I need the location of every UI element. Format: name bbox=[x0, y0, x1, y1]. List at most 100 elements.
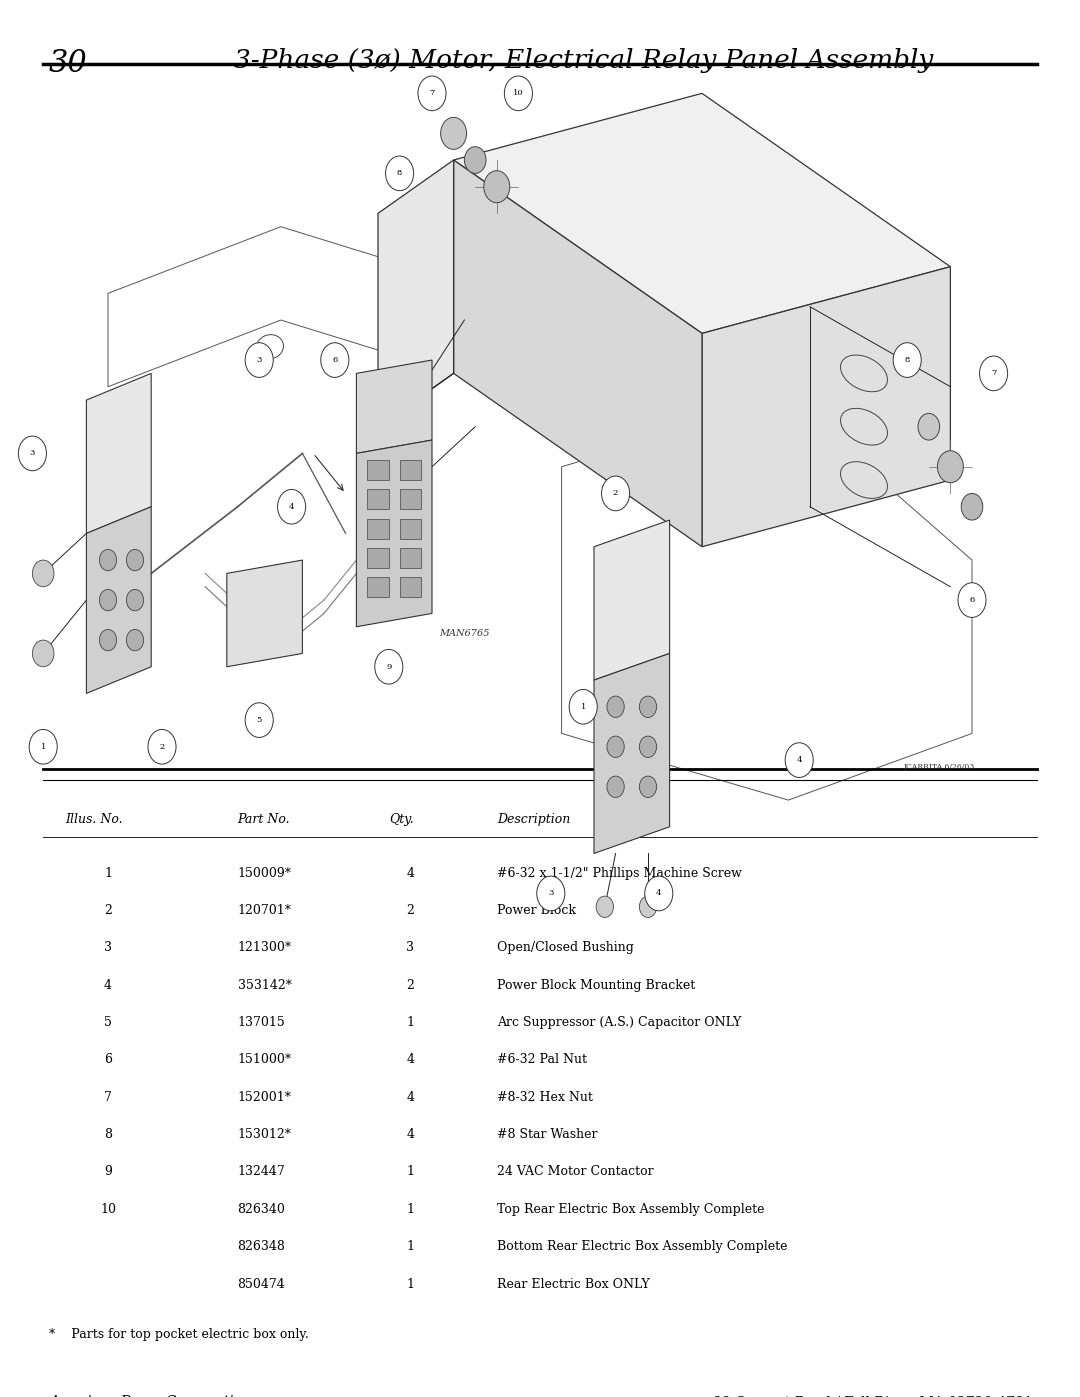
Text: 153012*: 153012* bbox=[238, 1129, 292, 1141]
Bar bbox=[400, 577, 421, 598]
Circle shape bbox=[441, 117, 467, 149]
Bar bbox=[400, 518, 421, 539]
Text: 8: 8 bbox=[905, 356, 909, 365]
Circle shape bbox=[602, 476, 630, 511]
Polygon shape bbox=[86, 507, 151, 693]
Text: 1: 1 bbox=[104, 866, 112, 880]
Text: 8: 8 bbox=[104, 1129, 112, 1141]
Text: 2: 2 bbox=[406, 904, 415, 916]
Text: 3: 3 bbox=[406, 942, 415, 954]
Circle shape bbox=[537, 876, 565, 911]
Bar bbox=[367, 518, 389, 539]
Text: 4: 4 bbox=[406, 1053, 415, 1066]
Text: 9: 9 bbox=[104, 1165, 112, 1179]
Text: 2: 2 bbox=[613, 489, 618, 497]
Text: #8 Star Washer: #8 Star Washer bbox=[497, 1129, 597, 1141]
Circle shape bbox=[126, 630, 144, 651]
Bar bbox=[367, 489, 389, 510]
Bar bbox=[400, 460, 421, 481]
Text: 5: 5 bbox=[104, 1016, 112, 1030]
Text: Power Block Mounting Bracket: Power Block Mounting Bracket bbox=[497, 979, 696, 992]
Text: 5: 5 bbox=[257, 717, 261, 724]
Text: Top Rear Electric Box Assembly Complete: Top Rear Electric Box Assembly Complete bbox=[497, 1203, 765, 1215]
Text: Arc Suppressor (A.S.) Capacitor ONLY: Arc Suppressor (A.S.) Capacitor ONLY bbox=[497, 1016, 741, 1030]
Circle shape bbox=[18, 436, 46, 471]
Text: 6: 6 bbox=[970, 597, 974, 604]
Circle shape bbox=[639, 696, 657, 718]
Text: 8: 8 bbox=[397, 169, 402, 177]
Text: 2: 2 bbox=[160, 743, 164, 750]
Text: 10: 10 bbox=[513, 89, 524, 98]
Circle shape bbox=[126, 549, 144, 571]
Text: *    Parts for top pocket electric box only.: * Parts for top pocket electric box only… bbox=[49, 1329, 309, 1341]
Text: Illus. No.: Illus. No. bbox=[65, 813, 122, 827]
Bar bbox=[367, 577, 389, 598]
Text: 137015: 137015 bbox=[238, 1016, 285, 1030]
Circle shape bbox=[245, 342, 273, 377]
Bar bbox=[367, 460, 389, 481]
Circle shape bbox=[321, 342, 349, 377]
Text: 2: 2 bbox=[406, 979, 415, 992]
Text: American Dryer Corporation: American Dryer Corporation bbox=[49, 1394, 251, 1397]
Text: 826348: 826348 bbox=[238, 1241, 285, 1253]
Text: Open/Closed Bushing: Open/Closed Bushing bbox=[497, 942, 634, 954]
Text: 3-Phase (3ø) Motor, Electrical Relay Panel Assembly: 3-Phase (3ø) Motor, Electrical Relay Pan… bbox=[233, 47, 933, 73]
Text: 10: 10 bbox=[100, 1203, 116, 1215]
Circle shape bbox=[375, 650, 403, 685]
Polygon shape bbox=[378, 161, 454, 426]
Text: 4: 4 bbox=[796, 756, 802, 764]
Bar bbox=[400, 548, 421, 569]
Text: 4: 4 bbox=[406, 1129, 415, 1141]
Circle shape bbox=[29, 729, 57, 764]
Bar bbox=[367, 548, 389, 569]
Text: #6-32 Pal Nut: #6-32 Pal Nut bbox=[497, 1053, 586, 1066]
Circle shape bbox=[596, 895, 613, 918]
Text: Description: Description bbox=[497, 813, 570, 827]
Text: 120701*: 120701* bbox=[238, 904, 292, 916]
Circle shape bbox=[961, 493, 983, 520]
Text: Rear Electric Box ONLY: Rear Electric Box ONLY bbox=[497, 1277, 649, 1291]
Polygon shape bbox=[454, 161, 702, 546]
Text: 6: 6 bbox=[104, 1053, 112, 1066]
Text: 826340: 826340 bbox=[238, 1203, 285, 1215]
Polygon shape bbox=[356, 360, 432, 454]
Circle shape bbox=[958, 583, 986, 617]
Polygon shape bbox=[454, 94, 950, 334]
Circle shape bbox=[607, 696, 624, 718]
Circle shape bbox=[386, 156, 414, 191]
Circle shape bbox=[504, 75, 532, 110]
Text: 151000*: 151000* bbox=[238, 1053, 292, 1066]
Text: Bottom Rear Electric Box Assembly Complete: Bottom Rear Electric Box Assembly Comple… bbox=[497, 1241, 787, 1253]
Text: 353142*: 353142* bbox=[238, 979, 292, 992]
Text: 4: 4 bbox=[656, 890, 662, 897]
Text: 1: 1 bbox=[406, 1241, 415, 1253]
Circle shape bbox=[980, 356, 1008, 391]
Text: Qty.: Qty. bbox=[389, 813, 414, 827]
Circle shape bbox=[484, 170, 510, 203]
Circle shape bbox=[918, 414, 940, 440]
Circle shape bbox=[418, 75, 446, 110]
Circle shape bbox=[937, 451, 963, 483]
Text: #6-32 x 1-1/2" Phillips Machine Screw: #6-32 x 1-1/2" Phillips Machine Screw bbox=[497, 866, 742, 880]
Text: 1: 1 bbox=[406, 1203, 415, 1215]
Text: 4: 4 bbox=[288, 503, 295, 511]
Text: MAN6765: MAN6765 bbox=[440, 629, 489, 638]
Text: 1: 1 bbox=[581, 703, 585, 711]
Circle shape bbox=[245, 703, 273, 738]
Text: 150009*: 150009* bbox=[238, 866, 292, 880]
Text: 1: 1 bbox=[406, 1016, 415, 1030]
Text: 1: 1 bbox=[406, 1165, 415, 1179]
Polygon shape bbox=[702, 267, 950, 546]
Text: 1: 1 bbox=[406, 1277, 415, 1291]
Circle shape bbox=[893, 342, 921, 377]
Text: 9: 9 bbox=[387, 662, 391, 671]
Text: 7: 7 bbox=[991, 369, 996, 377]
Circle shape bbox=[639, 736, 657, 757]
Polygon shape bbox=[86, 373, 151, 534]
Text: JCARRITA 6/26/03: JCARRITA 6/26/03 bbox=[904, 763, 975, 771]
Circle shape bbox=[607, 777, 624, 798]
Text: Power Block: Power Block bbox=[497, 904, 576, 916]
Text: 30: 30 bbox=[49, 47, 87, 80]
Text: 2: 2 bbox=[104, 904, 112, 916]
Polygon shape bbox=[227, 560, 302, 666]
